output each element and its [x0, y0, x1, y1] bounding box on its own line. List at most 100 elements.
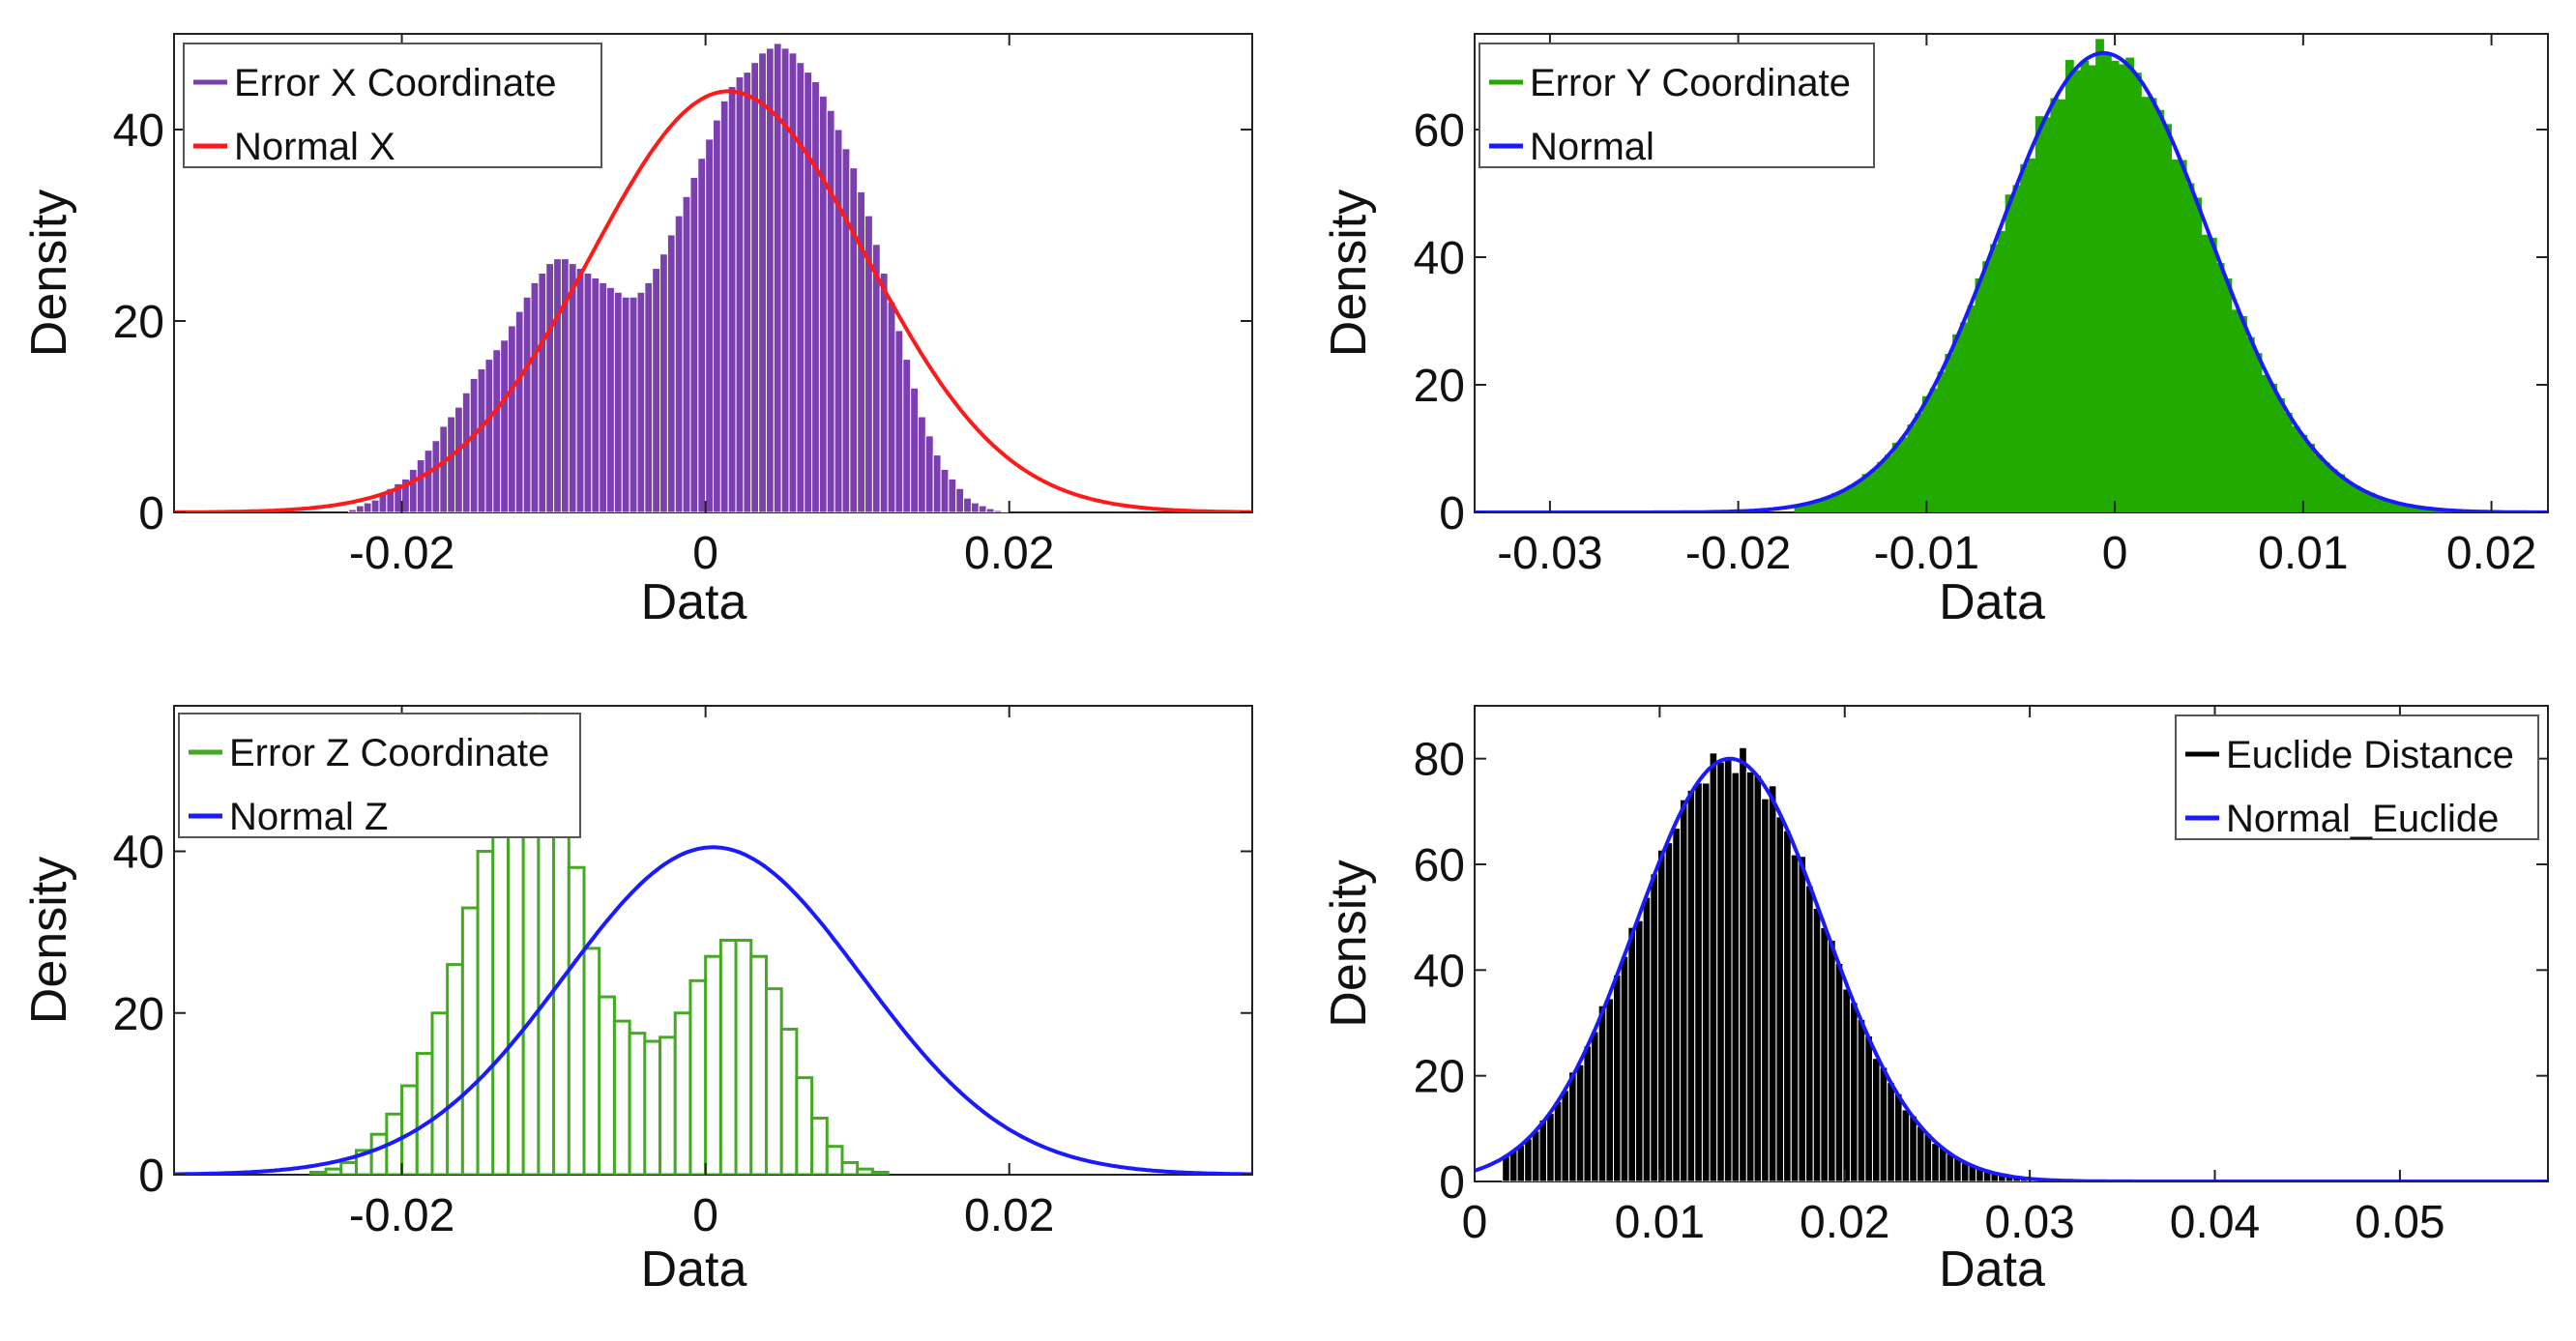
- histogram-bar: [2148, 98, 2157, 512]
- histogram-bar: [1975, 277, 1984, 512]
- histogram-bar: [2163, 124, 2173, 512]
- y-tick-label: 20: [1414, 361, 1465, 412]
- histogram-bar: [1575, 1064, 1585, 1181]
- histogram-bar: [643, 1039, 662, 1175]
- y-tick-label: 0: [138, 488, 164, 539]
- histogram-bar: [811, 81, 820, 512]
- x-tick-label: 0.02: [2446, 528, 2536, 579]
- normal-curve: [174, 845, 1252, 1175]
- histogram-bar: [1561, 1090, 1570, 1181]
- histogram-bar: [688, 978, 708, 1175]
- histogram-bar: [1650, 873, 1658, 1181]
- histogram-bar: [491, 793, 510, 1175]
- histogram-bar: [469, 377, 479, 512]
- histogram-bar: [2291, 425, 2300, 512]
- histogram-bar: [948, 478, 957, 512]
- histogram-bar: [1834, 963, 1844, 1181]
- histogram-bar: [416, 459, 425, 512]
- y-tick-label: 20: [113, 297, 164, 348]
- histogram-bar: [1694, 782, 1703, 1181]
- histogram-bar: [2276, 397, 2285, 512]
- histogram-bar: [697, 158, 707, 512]
- histogram-bar: [704, 954, 722, 1175]
- histogram-bar: [567, 865, 586, 1175]
- histogram-bar: [2028, 158, 2036, 512]
- histogram-bar: [583, 273, 593, 512]
- histogram-bar: [841, 148, 851, 512]
- histogram-bar: [369, 1132, 389, 1175]
- histogram-bar: [430, 1011, 450, 1175]
- x-tick-label: -0.02: [349, 528, 454, 579]
- histogram-bar: [1967, 305, 1976, 512]
- histogram-bar: [553, 258, 562, 512]
- histogram-bar: [599, 281, 608, 512]
- histogram-bar: [985, 508, 995, 512]
- histogram-bar: [796, 62, 805, 512]
- histogram-bar: [795, 1076, 814, 1175]
- histogram-bar: [1850, 1002, 1859, 1181]
- x-tick-label: -0.02: [349, 1190, 454, 1241]
- histogram-bar: [849, 167, 859, 512]
- histogram-bar: [1568, 1071, 1577, 1181]
- histogram-bar: [424, 450, 433, 512]
- y-tick-label: 20: [113, 989, 164, 1040]
- histogram-bar: [447, 416, 456, 512]
- histogram-bar: [1879, 1066, 1888, 1181]
- histogram-bar: [764, 987, 783, 1175]
- histogram-bar: [408, 468, 418, 512]
- y-tick-label: 60: [1414, 105, 1465, 157]
- legend-label: Normal X: [234, 126, 395, 168]
- legend-label: Error Z Coordinate: [229, 732, 549, 774]
- histogram-bar: [575, 268, 585, 512]
- histogram-bar: [2336, 474, 2346, 512]
- histogram-bar: [1538, 1119, 1548, 1181]
- histogram-bar: [1959, 322, 1969, 512]
- histogram-bar: [1847, 485, 1856, 512]
- histogram-bar: [1828, 940, 1836, 1181]
- histogram-bar: [673, 1011, 692, 1175]
- histogram-bar: [1952, 334, 1961, 512]
- histogram-bar: [743, 72, 752, 512]
- histogram-bar: [1909, 1115, 1917, 1181]
- legend-label: Normal_Euclide: [2226, 798, 2499, 840]
- histogram-bar: [324, 1167, 343, 1175]
- histogram-bar: [1938, 1147, 1947, 1181]
- histogram-bar: [431, 440, 441, 512]
- histogram-bar: [2050, 98, 2060, 512]
- histogram-bar: [2223, 278, 2233, 512]
- histogram-bar: [978, 505, 987, 512]
- y-tick-label: 40: [113, 828, 164, 879]
- histogram-bar: [963, 497, 972, 512]
- histogram-bar: [727, 85, 737, 512]
- histogram-bar: [1891, 442, 1901, 512]
- histogram-bar: [2012, 185, 2022, 512]
- histogram-bar: [1842, 988, 1852, 1181]
- x-tick-label: -0.02: [1685, 528, 1791, 579]
- histogram-bar: [644, 281, 654, 512]
- legend-label: Error X Coordinate: [234, 62, 556, 104]
- histogram-bar: [826, 109, 835, 512]
- subplot-x: -0.02 0 0.02 0 20 40 Data Density Error X Coordi…: [21, 33, 1253, 630]
- y-tick-label: 60: [1414, 840, 1465, 891]
- histogram-bar: [940, 468, 950, 512]
- histogram-bar: [1723, 757, 1733, 1181]
- histogram-bar: [2351, 485, 2360, 512]
- histogram-bar: [788, 52, 798, 512]
- histogram-bar: [1001, 510, 1010, 512]
- histogram-bar: [2080, 60, 2090, 512]
- histogram-bar: [1857, 1018, 1866, 1181]
- histogram-bar: [1672, 828, 1681, 1181]
- histogram-bar: [652, 268, 661, 512]
- histogram-bar: [918, 416, 926, 512]
- y-tick-label: 40: [113, 105, 164, 157]
- histogram-bar: [1739, 746, 1747, 1181]
- histogram-bar: [492, 349, 502, 512]
- histogram-bar: [924, 435, 934, 512]
- histogram-bar: [2125, 57, 2135, 512]
- histogram-bar: [659, 253, 668, 512]
- histogram-bar: [1916, 1125, 1925, 1181]
- histogram-bar: [718, 939, 738, 1175]
- x-tick-label: 0: [1462, 1197, 1488, 1248]
- x-tick-label: 0.04: [2170, 1197, 2260, 1248]
- legend-box: [2175, 714, 2539, 840]
